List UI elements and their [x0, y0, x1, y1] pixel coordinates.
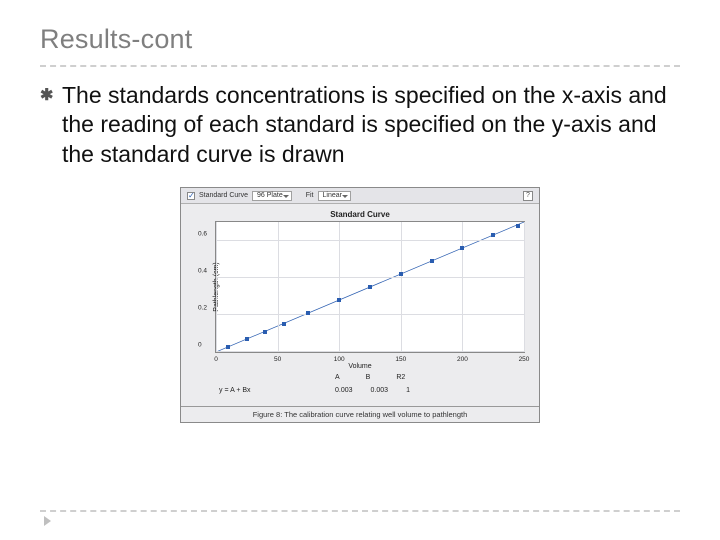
stats-header: A	[335, 374, 340, 381]
data-point	[491, 233, 495, 237]
chart-caption: Figure 8: The calibration curve relating…	[181, 406, 539, 422]
chart-figure: Standard Curve 96 Plate Fit Linear ? Sta…	[180, 187, 540, 423]
stats-header: R2	[396, 374, 405, 381]
footer-rule	[40, 510, 680, 512]
help-icon: ?	[526, 192, 530, 199]
gridline-v	[216, 222, 217, 352]
body-block: ✱ The standards concentrations is specif…	[40, 67, 680, 169]
x-tick-label: 100	[334, 356, 345, 363]
x-tick-label: 0	[214, 356, 218, 363]
gridline-v	[524, 222, 525, 352]
slide: Results-cont ✱ The standards concentrati…	[0, 0, 720, 540]
plot-box: Pathlength (cm) 00.20.40.605010015020025…	[215, 221, 525, 353]
data-point	[460, 246, 464, 250]
chart-toolbar: Standard Curve 96 Plate Fit Linear ?	[181, 188, 539, 204]
fit-dropdown[interactable]: Linear	[318, 191, 351, 201]
stats-header: B	[366, 374, 371, 381]
gridline-h	[216, 277, 524, 278]
data-point	[337, 298, 341, 302]
page-title: Results-cont	[40, 24, 680, 55]
plate-dropdown-value: 96 Plate	[257, 191, 283, 200]
checkbox-icon[interactable]	[187, 192, 195, 200]
bullet-icon: ✱	[40, 87, 53, 104]
gridline-v	[278, 222, 279, 352]
data-point	[430, 259, 434, 263]
gridline-h	[216, 240, 524, 241]
data-point	[368, 285, 372, 289]
y-tick-label: 0.2	[198, 305, 207, 312]
bullet-column: ✱	[40, 81, 62, 169]
y-tick-label: 0.4	[198, 268, 207, 275]
gridline-h	[216, 351, 524, 352]
y-tick-label: 0	[198, 342, 202, 349]
fit-label: Fit	[306, 192, 314, 199]
y-tick-label: 0.6	[198, 230, 207, 237]
data-point	[263, 330, 267, 334]
data-point	[399, 272, 403, 276]
figure-wrap: Standard Curve 96 Plate Fit Linear ? Sta…	[40, 187, 680, 423]
data-point	[306, 311, 310, 315]
x-tick-label: 200	[457, 356, 468, 363]
data-point	[245, 337, 249, 341]
data-point	[226, 345, 230, 349]
chart-title: Standard Curve	[189, 208, 531, 221]
checkbox-label: Standard Curve	[199, 192, 248, 199]
plate-dropdown[interactable]: 96 Plate	[252, 191, 292, 201]
gridline-v	[339, 222, 340, 352]
play-icon	[44, 516, 51, 526]
data-point	[282, 322, 286, 326]
body-text: The standards concentrations is specifie…	[62, 81, 680, 169]
title-block: Results-cont	[40, 24, 680, 67]
chart-panel: Standard Curve 96 Plate Fit Linear ? Sta…	[180, 187, 540, 423]
x-tick-label: 250	[519, 356, 530, 363]
help-button[interactable]: ?	[523, 191, 533, 201]
stats-value: 0.003	[335, 387, 353, 394]
data-point	[516, 224, 520, 228]
gridline-v	[401, 222, 402, 352]
gridline-v	[462, 222, 463, 352]
stats-value: 1	[406, 387, 410, 394]
stats-value: 0.003	[371, 387, 389, 394]
stats-headers: A B R2	[189, 370, 531, 383]
x-axis-label: Volume	[189, 353, 531, 370]
x-tick-label: 50	[274, 356, 281, 363]
x-tick-label: 150	[395, 356, 406, 363]
chart-area: Standard Curve Pathlength (cm) 00.20.40.…	[181, 204, 539, 404]
stats-formula: y = A + Bx	[219, 387, 327, 394]
stats-values: y = A + Bx 0.003 0.003 1	[189, 383, 531, 396]
gridline-h	[216, 314, 524, 315]
fit-dropdown-value: Linear	[323, 191, 342, 200]
